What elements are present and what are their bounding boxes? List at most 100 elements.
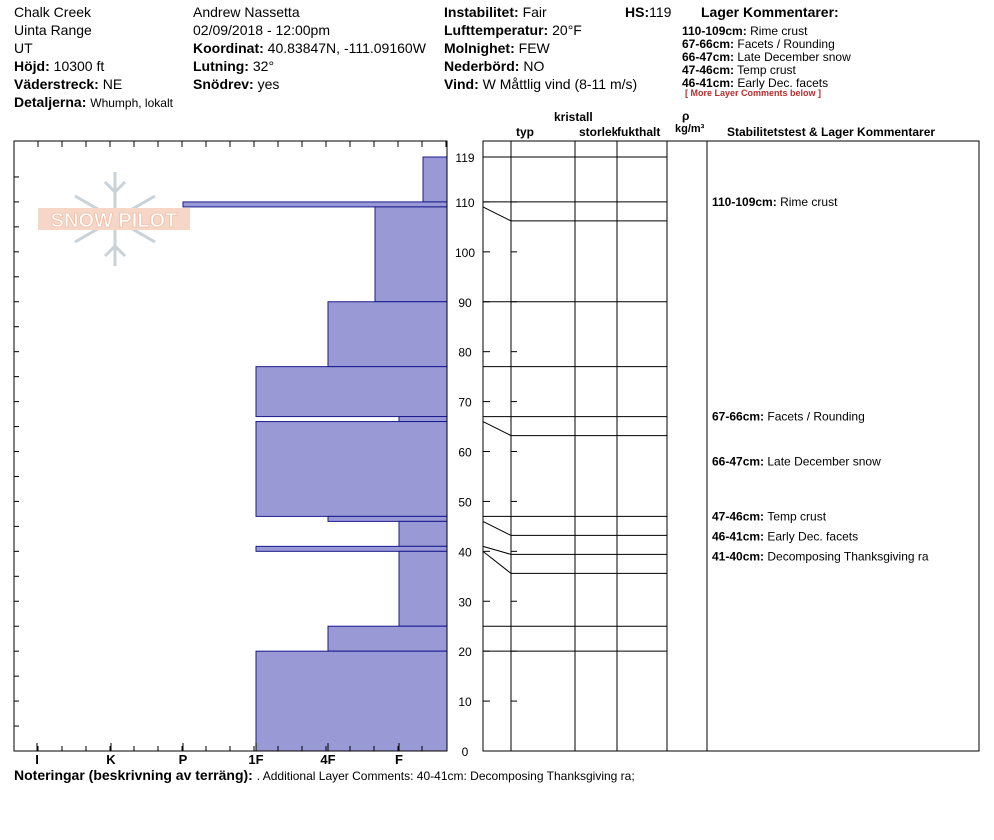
depth-tick-label: 80 bbox=[458, 346, 472, 360]
aspect-value: NE bbox=[102, 76, 123, 92]
profile-comment: 47-46cm: Temp crust bbox=[712, 509, 827, 523]
layer-boundary bbox=[482, 520, 667, 536]
air-temp: Lufttemperatur: 20°F bbox=[444, 21, 582, 39]
elevation: Höjd: 10300 ft bbox=[14, 57, 104, 75]
profile-comment-range: 47-46cm: bbox=[712, 509, 767, 523]
depth-tick-label: 110 bbox=[455, 196, 474, 210]
profile-comment-text: Temp crust bbox=[767, 509, 826, 523]
coordinates: Koordinat: 40.83847N, -111.09160W bbox=[193, 39, 426, 57]
hs-label: HS: bbox=[625, 4, 650, 20]
profile-comment: 41-40cm: Decomposing Thanksgiving ra bbox=[712, 549, 929, 563]
layer-comment-range: 46-41cm: bbox=[682, 76, 735, 90]
layer-comment: 47-46cm: Temp crust bbox=[682, 64, 796, 77]
layer-comment: 67-66cm: Facets / Rounding bbox=[682, 38, 835, 51]
hardness-tick-label: 1F bbox=[248, 752, 263, 767]
depth-tick-label: 50 bbox=[458, 495, 472, 509]
layer-boundary bbox=[482, 421, 667, 437]
depth-tick-label: 40 bbox=[458, 545, 472, 559]
layer-comments-title: Lager Kommentarer: bbox=[701, 4, 839, 20]
layer-comment-text: Facets / Rounding bbox=[737, 37, 835, 51]
hardness-layer-bar bbox=[182, 201, 448, 208]
details: Detaljerna: Whumph, lokalt bbox=[14, 93, 173, 112]
details-value: Whumph, lokalt bbox=[90, 96, 173, 110]
details-label: Detaljerna: bbox=[14, 94, 87, 110]
hardness-layer-bar bbox=[255, 650, 448, 752]
notes-label: Noteringar (beskrivning av terräng): bbox=[14, 767, 253, 783]
layer-comment-range: 67-66cm: bbox=[682, 37, 735, 51]
profile-comment: 46-41cm: Early Dec. facets bbox=[712, 529, 858, 543]
layer-boundary bbox=[482, 545, 667, 555]
depth-tick-label: 0 bbox=[462, 745, 469, 759]
col-fukthalt: fukthalt bbox=[617, 125, 661, 139]
sky: Molnighet: FEW bbox=[444, 39, 550, 57]
precip: Nederbörd: NO bbox=[444, 57, 544, 75]
wind-label: Vind: bbox=[444, 76, 479, 92]
notes: Noteringar (beskrivning av terräng): . A… bbox=[14, 766, 635, 785]
stability-value: Fair bbox=[522, 4, 547, 20]
layer-comment-range: 66-47cm: bbox=[682, 50, 735, 64]
profile-comment-range: 46-41cm: bbox=[712, 529, 767, 543]
profile-table-frame bbox=[482, 140, 980, 752]
depth-tick-label: 20 bbox=[458, 645, 472, 659]
logo-text: SNOW PILOT bbox=[51, 210, 178, 232]
hardness-tick-label: I bbox=[35, 752, 39, 767]
layer-boundary bbox=[482, 550, 667, 574]
col-storlek: storlek bbox=[579, 126, 617, 139]
profile-comment-range: 66-47cm: bbox=[712, 454, 767, 468]
hardness-tick-label: F bbox=[395, 752, 403, 767]
range: Uinta Range bbox=[14, 22, 92, 38]
hardness-tick-label: 4F bbox=[320, 752, 335, 767]
col-rho: ρ bbox=[682, 109, 690, 123]
stability: Instabilitet: Fair bbox=[444, 3, 547, 21]
drift: Snödrev: yes bbox=[193, 75, 279, 93]
layer-comment-text: Early Dec. facets bbox=[737, 76, 829, 90]
sky-label: Molnighet: bbox=[444, 40, 515, 56]
coord-label: Koordinat: bbox=[193, 40, 264, 56]
elevation-value: 10300 ft bbox=[53, 58, 105, 74]
hardness-layer-bar bbox=[422, 156, 448, 203]
drift-label: Snödrev: bbox=[193, 76, 254, 92]
depth-tick-label: 70 bbox=[458, 396, 472, 410]
hardness-layer-bar bbox=[327, 515, 448, 522]
hardness-layer-bar bbox=[255, 366, 448, 418]
airtemp-label: Lufttemperatur: bbox=[444, 22, 549, 38]
profile-comment-text: Rime crust bbox=[780, 195, 838, 209]
depth-tick-label: 119 bbox=[455, 151, 474, 165]
hardness-tick-label: K bbox=[106, 752, 116, 767]
profile-comment-text: Early Dec. facets bbox=[767, 529, 858, 543]
profile-comment-range: 67-66cm: bbox=[712, 410, 767, 424]
more-comments-link[interactable]: [ More Layer Comments below ] bbox=[685, 88, 822, 98]
aspect: Väderstreck: NE bbox=[14, 75, 122, 93]
profile-comment: 66-47cm: Late December snow bbox=[712, 454, 881, 468]
profile-comment: 110-109cm: Rime crust bbox=[712, 195, 838, 209]
hs: HS:119 bbox=[625, 3, 671, 21]
wind: Vind: W Måttlig vind (8-11 m/s) bbox=[444, 75, 637, 93]
layer-comment: 110-109cm: Rime crust bbox=[682, 25, 807, 38]
depth-tick-label: 60 bbox=[458, 446, 472, 460]
location: Chalk Creek bbox=[14, 4, 92, 20]
hardness-layer-bar bbox=[255, 545, 448, 552]
drift-value: yes bbox=[257, 76, 280, 92]
hardness-layer-bar bbox=[255, 421, 448, 517]
airtemp-value: 20°F bbox=[552, 22, 582, 38]
precip-label: Nederbörd: bbox=[444, 58, 520, 74]
observer: Andrew Nassetta bbox=[193, 4, 300, 20]
elevation-label: Höjd: bbox=[14, 58, 50, 74]
col-stability-title: Stabilitetstest & Lager Kommentarer bbox=[727, 125, 936, 139]
layer-comment-text: Late December snow bbox=[737, 50, 851, 64]
layer-comment-range: 110-109cm: bbox=[682, 24, 747, 38]
depth-tick-label: 90 bbox=[458, 296, 472, 310]
depth-tick-label: 100 bbox=[455, 246, 475, 260]
hs-value: 119 bbox=[649, 4, 672, 20]
profile-comment-text: Late December snow bbox=[767, 454, 881, 468]
slope-label: Lutning: bbox=[193, 58, 249, 74]
sky-value: FEW bbox=[518, 40, 550, 56]
notes-value: . Additional Layer Comments: 40-41cm: De… bbox=[256, 769, 635, 783]
slope: Lutning: 32° bbox=[193, 57, 274, 75]
layer-comment: 66-47cm: Late December snow bbox=[682, 51, 851, 64]
slope-value: 32° bbox=[252, 58, 275, 74]
col-density-unit: kg/m³ bbox=[675, 123, 705, 135]
col-typ: typ bbox=[516, 125, 534, 139]
hardness-layer-bar bbox=[327, 301, 448, 368]
